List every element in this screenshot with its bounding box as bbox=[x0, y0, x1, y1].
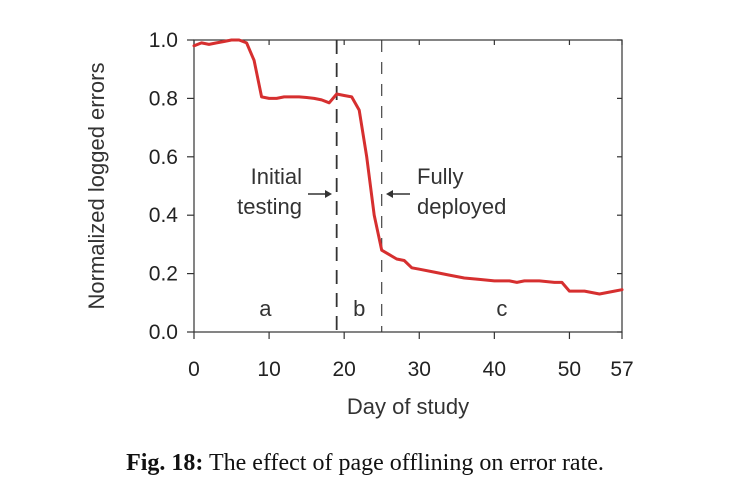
arrow-right-icon bbox=[308, 190, 332, 198]
series-line bbox=[192, 38, 624, 296]
annotations: Initial testing Fully deployed a b c bbox=[237, 164, 507, 321]
phase-label: b bbox=[353, 296, 365, 321]
annot-initial-line2: testing bbox=[237, 194, 302, 219]
y-tick-label: 1.0 bbox=[149, 29, 178, 52]
x-tick-label: 50 bbox=[558, 358, 581, 381]
x-tick-label: 30 bbox=[408, 358, 431, 381]
line-chart: 0.0 0.2 0.4 0.6 0.8 1.0 0 10 20 30 40 50 57 Initial… bbox=[84, 29, 634, 419]
annot-initial-line1: Initial bbox=[251, 164, 302, 189]
plot-frame bbox=[193, 39, 623, 333]
x-tick-label: 0 bbox=[188, 358, 200, 381]
phase-boundaries bbox=[335, 40, 383, 332]
caption-text: The effect of page offlining on error ra… bbox=[203, 450, 604, 476]
x-tick-label: 10 bbox=[257, 358, 280, 381]
x-tick-label: 40 bbox=[483, 358, 506, 381]
y-axis: 0.0 0.2 0.4 0.6 0.8 1.0 bbox=[149, 29, 622, 344]
annot-fully-line2: deployed bbox=[417, 194, 506, 219]
y-tick-label: 0.2 bbox=[149, 263, 178, 286]
y-tick-label: 0.8 bbox=[149, 87, 178, 110]
x-axis-label: Day of study bbox=[347, 394, 469, 419]
y-tick-label: 0.4 bbox=[149, 204, 179, 227]
figure-caption: Fig. 18: The effect of page offlining on… bbox=[0, 450, 730, 477]
annot-fully-line1: Fully bbox=[417, 164, 463, 189]
phase-label: a bbox=[259, 296, 272, 321]
arrow-left-icon bbox=[386, 190, 410, 198]
x-tick-label: 20 bbox=[332, 358, 355, 381]
y-tick-label: 0.6 bbox=[149, 146, 178, 169]
series-group bbox=[192, 38, 624, 296]
plot-area-border bbox=[193, 39, 623, 333]
caption-prefix: Fig. 18: bbox=[126, 450, 204, 476]
y-axis-label: Normalized logged errors bbox=[84, 63, 109, 310]
phase-label: c bbox=[496, 296, 507, 321]
y-tick-label: 0.0 bbox=[149, 321, 178, 344]
x-tick-label: 57 bbox=[610, 358, 633, 381]
x-axis: 0 10 20 30 40 50 57 bbox=[188, 40, 634, 381]
